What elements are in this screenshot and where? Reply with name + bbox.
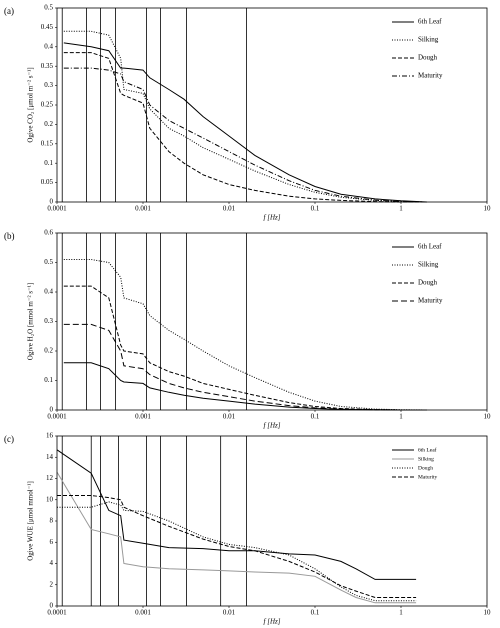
series-line	[56, 471, 417, 604]
series-line	[63, 285, 427, 411]
y-tick-label: 0.25	[41, 101, 54, 109]
legend-label: 6th Leaf	[418, 18, 442, 26]
legend-label: Dough	[418, 279, 438, 287]
y-tick-label: 0.1	[44, 376, 53, 384]
legend-label: Dough	[418, 465, 433, 471]
y-tick-label: 12	[46, 474, 54, 482]
y-tick-label: 0	[50, 406, 54, 414]
y-tick-label: 4	[50, 559, 54, 567]
y-tick-label: 0.1	[44, 159, 53, 167]
x-axis-label: f [Hz]	[264, 214, 281, 222]
panel-label: (a)	[4, 6, 14, 16]
x-tick-label: 1	[399, 205, 403, 213]
y-tick-label: 0.45	[41, 23, 54, 31]
x-tick-label: 0.001	[135, 609, 151, 617]
y-axis-label: Ogive H₂O [mmol m⁻² s⁻¹]	[27, 283, 35, 360]
legend-label: Dough	[418, 54, 438, 62]
panel-label: (b)	[4, 231, 15, 241]
x-tick-label: 0.001	[135, 413, 151, 421]
y-tick-label: 0.5	[44, 258, 53, 266]
x-tick-label: 0.0001	[47, 609, 67, 617]
y-axis-label: Ogive CO₂ [μmol m⁻² s⁻¹]	[27, 67, 35, 142]
y-tick-label: 0.35	[41, 62, 54, 70]
x-tick-label: 10	[484, 413, 492, 421]
legend-label: Maturity	[418, 72, 443, 80]
x-tick-label: 10	[484, 609, 492, 617]
x-tick-label: 0.1	[311, 609, 320, 617]
y-tick-label: 0.5	[44, 4, 53, 12]
series-line	[57, 495, 417, 598]
plot-frame	[56, 232, 488, 411]
y-tick-label: 0	[50, 198, 54, 206]
y-tick-label: 6	[50, 538, 54, 546]
y-tick-label: 2	[50, 580, 54, 588]
y-tick-label: 14	[46, 453, 54, 461]
y-tick-label: 0.2	[44, 120, 53, 128]
x-tick-label: 1	[399, 413, 403, 421]
y-axis-label: Ogive WUE [μmol mmol⁻¹]	[27, 481, 35, 561]
x-tick-label: 0.1	[311, 413, 320, 421]
series-line	[63, 52, 427, 203]
plot-frame	[56, 435, 488, 607]
x-tick-label: 0.01	[223, 609, 236, 617]
y-tick-label: 0.3	[44, 81, 53, 89]
series-line	[63, 67, 427, 203]
y-tick-label: 16	[46, 432, 54, 440]
series-line	[63, 323, 427, 411]
x-tick-label: 1	[399, 609, 403, 617]
x-axis-label: f [Hz]	[264, 422, 281, 430]
legend-label: Maturity	[418, 297, 443, 305]
legend-label: Silking	[418, 261, 439, 269]
y-tick-label: 10	[46, 495, 54, 503]
legend-label: Silking	[418, 36, 439, 44]
series-line	[63, 259, 427, 411]
series-line	[63, 42, 427, 203]
series-line	[63, 362, 427, 411]
panel-label: (c)	[4, 434, 14, 444]
legend-label: 6th Leaf	[418, 446, 437, 453]
y-tick-label: 8	[50, 517, 54, 525]
x-tick-label: 0.01	[223, 413, 236, 421]
y-tick-label: 0.3	[44, 317, 53, 325]
x-tick-label: 0.1	[311, 205, 320, 213]
y-tick-label: 0.4	[44, 288, 53, 296]
x-tick-label: 0.001	[135, 205, 151, 213]
y-tick-label: 0.2	[44, 347, 53, 355]
x-tick-label: 0.0001	[47, 205, 67, 213]
y-tick-label: 0.4	[44, 42, 53, 50]
series-line	[56, 449, 417, 580]
x-tick-label: 10	[484, 205, 492, 213]
x-axis-label: f [Hz]	[264, 618, 281, 626]
y-tick-label: 0.05	[41, 178, 54, 186]
legend-label: 6th Leaf	[418, 243, 442, 251]
series-line	[63, 30, 427, 203]
legend-label: Maturity	[418, 474, 437, 480]
y-tick-label: 0	[50, 602, 54, 610]
plot-frame	[56, 7, 488, 203]
x-tick-label: 0.01	[223, 205, 236, 213]
legend-label: Silking	[418, 456, 434, 462]
x-tick-label: 0.0001	[47, 413, 67, 421]
y-tick-label: 0.15	[41, 139, 54, 147]
series-line	[57, 501, 417, 602]
y-tick-label: 0.6	[44, 229, 53, 237]
